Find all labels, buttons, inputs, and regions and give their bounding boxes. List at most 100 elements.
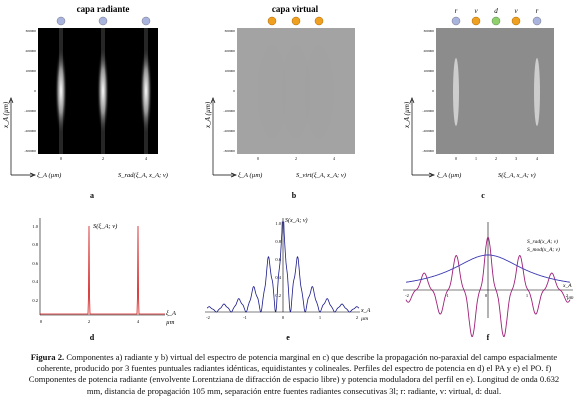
panel-a-func-label: S_rad(ξ_A, x_A; ν) [118,172,168,179]
x-tick-label: 0 [40,319,43,324]
source-label: r [455,7,458,15]
panel-c-source-labels: r v d v r [455,7,539,15]
fringe-halo [499,38,533,146]
panel-d-xticks: 0 2 4 [40,319,140,324]
x-tick-label: 2 [356,315,358,320]
panel-e-axes [205,218,360,313]
x-tick-label: 1 [475,156,477,161]
panel-f-letter: f [487,333,490,342]
panel-f-xlabel: x_A [562,283,572,289]
source-virtual-dot [267,16,277,26]
panel-b-ylabel: x_A (µm) [204,101,212,129]
y-tick-label: 0 [34,89,36,93]
fringe-halo [281,45,311,139]
source-virtual-dot [471,16,481,26]
source-radiant-dot [56,16,66,26]
x-tick-label: 2 [566,293,568,298]
x-tick-label: 1 [526,293,528,298]
fringe-halo [459,38,493,146]
y-tick-label: 0 [432,89,434,93]
panel-d-yticks: 1.0 0.8 0.6 0.4 0.2 [32,224,38,303]
panel-a-letter: a [90,191,94,200]
y-tick-label: 0.2 [32,298,38,303]
y-tick-label: -300000 [422,149,434,153]
radiant-streak [534,58,540,126]
panel-c-fringes [453,38,540,146]
panel-a-title: capa radiante [77,4,130,14]
panel-c-yticks: 300000 200000 100000 0 -100000 -200000 -… [422,29,434,153]
source-label: d [494,7,498,15]
x-tick-label: 1 [319,315,321,320]
panel-e-curve-label: S(x_A; ν) [285,217,308,224]
y-tick-label: 300000 [225,29,236,33]
panel-b-xticks: 0 2 4 [257,156,335,161]
panel-a: capa radiante 300000 200000 100000 0 -10… [2,4,168,200]
y-tick-label: -200000 [24,129,36,133]
panel-b-title: capa virtual [272,4,319,14]
panel-a-ylabel: x_A (µm) [2,101,10,129]
source-virtual-dot [291,16,301,26]
panel-a-yticks: 300000 200000 100000 0 -100000 -200000 -… [24,29,36,153]
y-tick-label: 0.2 [275,293,281,298]
panel-e-yticks: 1.0 0.8 0.6 0.4 0.2 [275,221,281,298]
y-tick-label: -100000 [24,109,36,113]
y-tick-label: 300000 [26,29,37,33]
source-label: r [536,7,539,15]
panel-f-xticks: -2 -1 0 1 2 [405,293,568,298]
x-tick-label: 0 [60,156,62,161]
radiant-streak [453,58,459,126]
panel-f-curve-label-rad: S_rad(x_A; ν) [527,238,558,245]
y-tick-label: -200000 [223,129,235,133]
source-radiant-dot [141,16,151,26]
y-tick-label: 100000 [225,69,236,73]
y-tick-label: 100000 [26,69,37,73]
panel-e-xunit: µm [361,316,368,322]
y-tick-label: 0.8 [32,242,38,247]
y-tick-label: 0.8 [275,239,281,244]
y-tick-label: 0.6 [275,257,281,262]
panel-d-curve-label: S(ξ_A; ν) [93,223,117,230]
panel-a-xticks: 0 2 4 [60,156,147,161]
panel-e-xlabel: x_A [360,308,371,314]
y-tick-label: 200000 [424,49,435,53]
panel-d-xunit: µm [166,319,175,326]
x-tick-label: 0 [485,293,488,298]
y-tick-label: 0 [233,89,235,93]
x-tick-label: 2 [495,156,497,161]
x-tick-label: -1 [243,315,247,320]
x-tick-label: 4 [333,156,335,161]
x-tick-label: 0 [257,156,259,161]
panel-e: 1.0 0.8 0.6 0.4 0.2 -2 -1 0 1 2 S(x_A; ν… [205,217,371,342]
y-tick-label: -300000 [24,149,36,153]
panel-b-sources [267,16,324,26]
figure-caption: Figura 2. Componentes a) radiante y b) v… [24,352,564,397]
y-tick-label: -300000 [223,149,235,153]
panel-e-curve [206,221,360,313]
source-dual-dot [491,16,501,26]
y-tick-label: 0.4 [32,279,38,284]
panel-b-fringes [257,45,334,139]
caption-text: Componentes a) radiante y b) virtual del… [28,352,560,396]
panel-c: r v d v r 300000 200000 100000 0 -100000… [403,7,554,200]
panel-c-letter: c [481,191,485,200]
panel-a-xlabel: ξ_A (µm) [37,172,61,179]
panel-f-curve-label-mod: S_mod(x_A; ν) [527,246,560,253]
x-tick-label: 4 [536,156,538,161]
panel-c-axes-arrows [409,97,435,178]
panel-d-curve [40,225,165,315]
panel-b-func-label: S_virt(ξ_A, x_A; ν) [296,172,346,179]
source-radiant-dot [532,16,542,26]
source-label: v [474,7,478,15]
panel-f-curve-radiant [406,254,570,283]
panel-c-func-label: S(ξ_A, x_A; ν) [498,172,536,179]
x-tick-label: -2 [405,293,409,298]
y-tick-label: 1.0 [32,224,38,229]
panel-c-xticks: 0 1 2 3 4 [455,156,538,161]
y-tick-label: -100000 [422,109,434,113]
panel-b-axes-arrows [210,97,237,178]
fringe-halo [304,45,334,139]
panel-b-density-plot [237,28,355,154]
y-tick-label: 100000 [424,69,435,73]
panel-e-xticks: -2 -1 0 1 2 [206,315,358,320]
source-label: v [514,7,518,15]
